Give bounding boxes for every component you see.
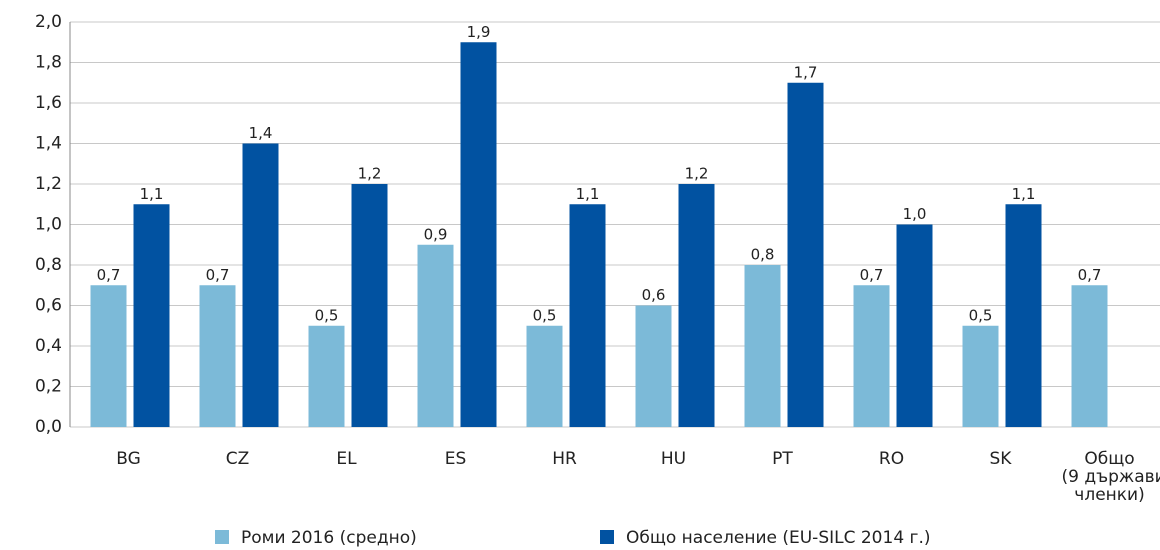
data-label: 1,9 — [467, 23, 491, 41]
data-label: 0,8 — [751, 246, 775, 264]
bar — [526, 325, 563, 427]
data-label: 1,2 — [685, 165, 709, 183]
y-tick-label: 2,0 — [35, 12, 62, 32]
x-tick-label: HR — [552, 449, 577, 469]
y-tick-label: 0,0 — [35, 417, 62, 437]
x-tick-label: RO — [878, 449, 905, 469]
data-label: 0,7 — [860, 266, 884, 284]
bar — [853, 285, 890, 427]
bar — [351, 184, 388, 427]
data-label: 1,0 — [903, 205, 927, 223]
y-tick-label: 0,4 — [35, 336, 62, 356]
bar — [1071, 285, 1108, 427]
y-tick-label: 0,6 — [35, 296, 62, 316]
data-label: 1,7 — [794, 63, 818, 81]
bar — [678, 184, 715, 427]
bar — [635, 305, 672, 427]
x-tick-label: CZ — [225, 449, 250, 469]
y-tick-label: 0,8 — [35, 255, 62, 275]
data-label: 0,6 — [642, 286, 666, 304]
data-label: 0,5 — [533, 306, 557, 324]
data-label: 0,9 — [424, 225, 448, 243]
bar — [417, 244, 454, 427]
bar — [744, 265, 781, 427]
bar — [242, 143, 279, 427]
data-label: 0,7 — [1078, 266, 1102, 284]
y-tick-label: 1,2 — [35, 174, 62, 194]
y-tick-label: 1,6 — [35, 93, 62, 113]
data-label: 0,5 — [969, 306, 993, 324]
legend-swatch — [215, 530, 229, 544]
data-label: 1,1 — [576, 185, 600, 203]
legend-label: Роми 2016 (средно) — [241, 528, 417, 548]
bar — [133, 204, 170, 427]
bar — [308, 325, 345, 427]
y-tick-label: 1,0 — [35, 215, 62, 235]
data-label: 0,5 — [315, 306, 339, 324]
x-tick-label: ES — [444, 449, 467, 469]
bar — [460, 42, 497, 427]
x-tick-label: SK — [989, 449, 1012, 469]
legend-swatch — [600, 530, 614, 544]
x-tick-label: EL — [336, 449, 357, 469]
bar — [569, 204, 606, 427]
bar — [199, 285, 236, 427]
data-label: 0,7 — [206, 266, 230, 284]
bar — [90, 285, 127, 427]
y-tick-label: 1,4 — [35, 134, 62, 154]
y-tick-label: 1,8 — [35, 53, 62, 73]
data-label: 0,7 — [97, 266, 121, 284]
bar — [1005, 204, 1042, 427]
x-tick-label: Общо (9 държави членки) — [1061, 449, 1160, 505]
y-tick-label: 0,2 — [35, 377, 62, 397]
data-label: 1,1 — [1012, 185, 1036, 203]
bar — [787, 82, 824, 427]
x-tick-label: HU — [660, 449, 687, 469]
data-label: 1,1 — [140, 185, 164, 203]
x-tick-label: PT — [772, 449, 793, 469]
x-tick-label: BG — [116, 449, 141, 469]
bar — [896, 224, 933, 427]
bar — [962, 325, 999, 427]
data-label: 1,2 — [358, 165, 382, 183]
legend-label: Общо население (EU-SILC 2014 г.) — [626, 528, 931, 548]
data-label: 1,4 — [249, 124, 273, 142]
